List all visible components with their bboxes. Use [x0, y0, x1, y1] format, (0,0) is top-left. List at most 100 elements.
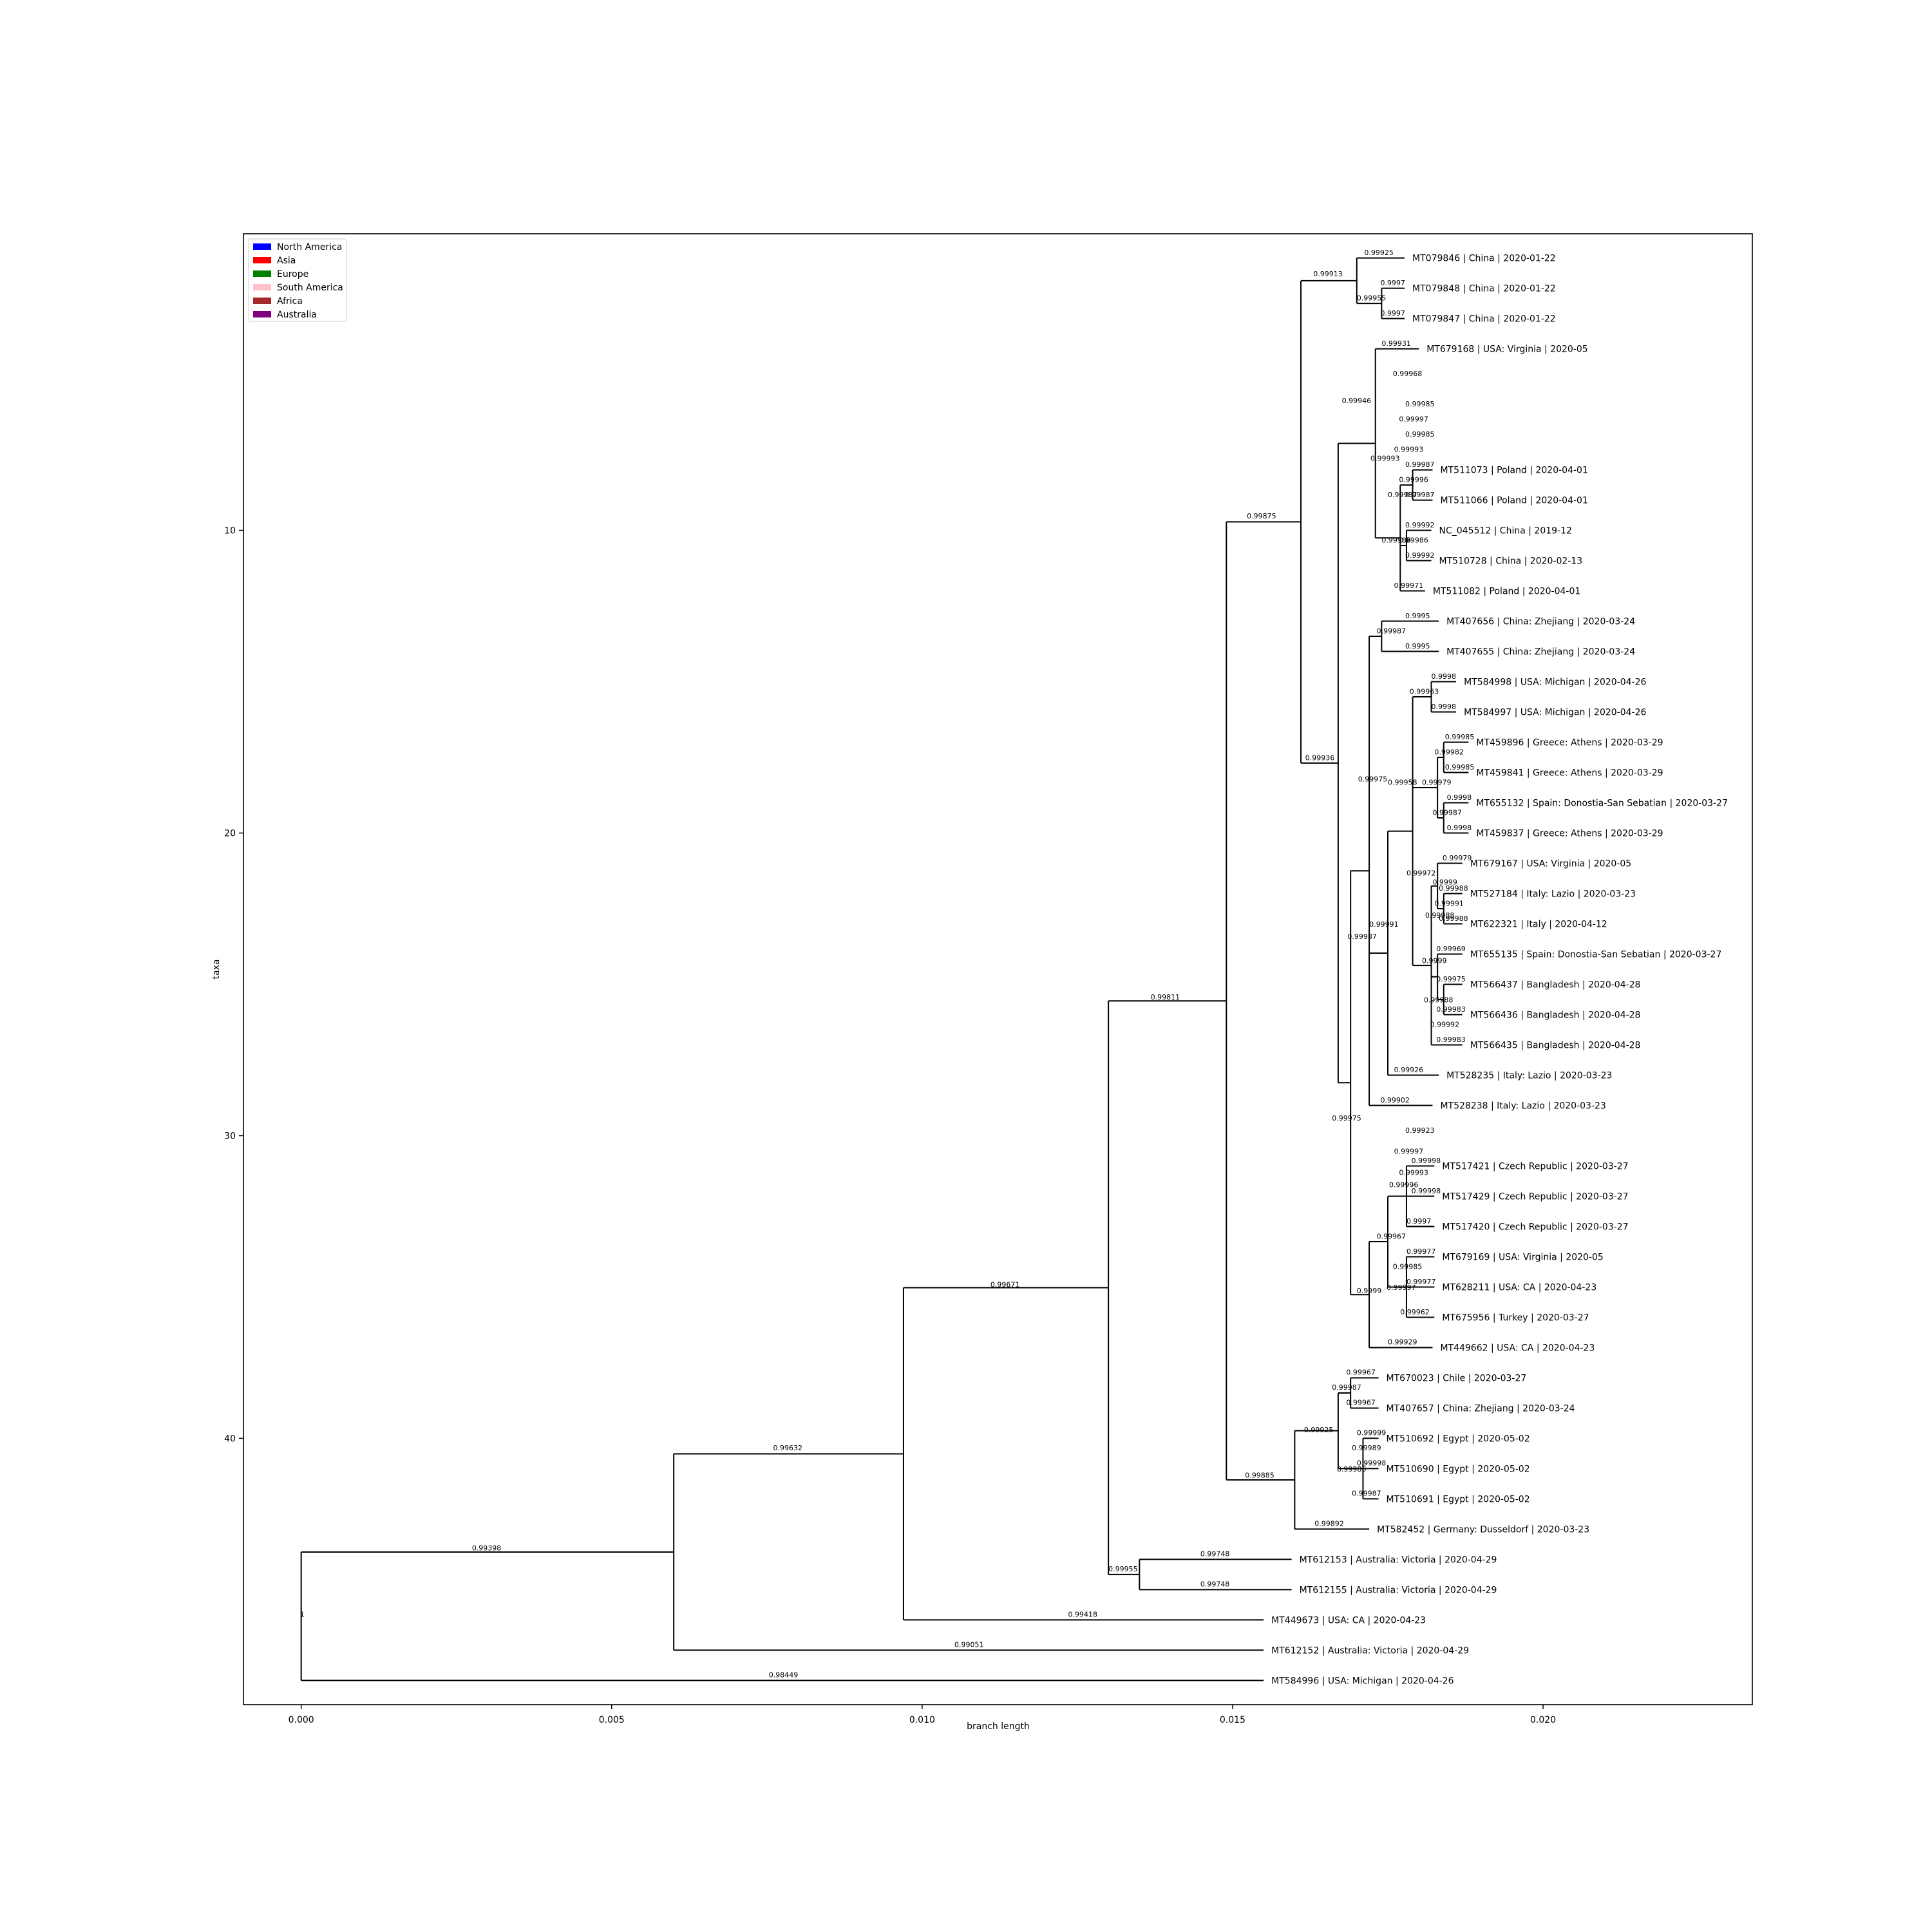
support-value: 0.99991 — [1369, 920, 1399, 929]
support-value: 0.9998 — [1432, 672, 1457, 681]
leaf-label: MT459837 | Greece: Athens | 2020-03-29 — [1476, 829, 1663, 839]
support-value: 0.99979 — [1422, 778, 1452, 786]
support-value: 0.99979 — [1443, 854, 1472, 862]
support-value: 0.9998 — [1447, 793, 1472, 802]
support-value: 0.9995 — [1405, 612, 1430, 620]
x-axis: 0.000 0.005 0.010 0.015 0.020 — [289, 1705, 1556, 1725]
support-value: 0.99977 — [1406, 1247, 1436, 1256]
support-value: 0.99811 — [1151, 993, 1180, 1001]
support-value: 0.99998 — [1412, 1187, 1441, 1195]
support-value: 0.99992 — [1430, 1020, 1460, 1028]
leaf-label: MT679168 | USA: Virginia | 2020-05 — [1426, 345, 1587, 355]
y-axis-label: taxa — [211, 960, 222, 980]
leaf-label: MT528235 | Italy: Lazio | 2020-03-23 — [1446, 1070, 1612, 1081]
leaf-label: MT449673 | USA: CA | 2020-04-23 — [1271, 1615, 1426, 1625]
legend-label: Africa — [277, 296, 303, 307]
support-value: 0.99926 — [1394, 1066, 1424, 1074]
x-tick-label: 0.005 — [599, 1715, 625, 1725]
support-value: 0.99885 — [1245, 1472, 1274, 1480]
leaf-label: MT528238 | Italy: Lazio | 2020-03-23 — [1440, 1101, 1605, 1111]
support-value: 0.99992 — [1405, 551, 1435, 560]
leaf-label: MT510690 | Egypt | 2020-05-02 — [1387, 1464, 1530, 1474]
support-value: 0.99993 — [1394, 445, 1424, 453]
legend-label: South America — [277, 283, 343, 293]
support-value: 0.99975 — [1358, 775, 1388, 784]
support-value: 0.99985 — [1445, 763, 1475, 772]
support-value: 0.9998 — [1447, 824, 1472, 832]
leaf-label: MT517421 | Czech Republic | 2020-03-27 — [1442, 1161, 1628, 1171]
support-value: 0.99985 — [1405, 400, 1435, 408]
support-value: 0.99968 — [1393, 370, 1423, 378]
support-value: 0.99987 — [1377, 627, 1406, 635]
support-value: 0.99988 — [1439, 914, 1468, 923]
support-value: 0.99962 — [1400, 1308, 1430, 1316]
leaf-label: NC_045512 | China | 2019-12 — [1439, 526, 1572, 536]
leaf-label: MT079847 | China | 2020-01-22 — [1412, 314, 1556, 325]
leaf-label: MT511066 | Poland | 2020-04-01 — [1440, 496, 1587, 506]
support-value: 0.99967 — [1346, 1399, 1376, 1407]
y-tick-label: 10 — [224, 526, 236, 536]
support-value: 0.99986 — [1399, 536, 1428, 544]
leaf-label: MT527184 | Italy: Lazio | 2020-03-23 — [1470, 889, 1636, 900]
support-value: 0.99987 — [1332, 1383, 1361, 1392]
support-value: 0.99986 — [1337, 1465, 1367, 1473]
support-value: 0.99992 — [1405, 521, 1435, 529]
x-tick-label: 0.010 — [909, 1715, 935, 1725]
support-value: 0.99967 — [1346, 1368, 1376, 1377]
support-value: 0.99998 — [1357, 1459, 1387, 1468]
support-value: 0.99985 — [1405, 430, 1435, 439]
legend-label: Australia — [277, 310, 317, 320]
support-value: 0.99923 — [1405, 1126, 1435, 1135]
leaf-label: MT407657 | China: Zhejiang | 2020-03-24 — [1387, 1403, 1575, 1414]
x-tick-label: 0.000 — [289, 1715, 314, 1725]
support-value: 0.99985 — [1393, 1262, 1423, 1271]
support-value: 0.99975 — [1436, 975, 1466, 983]
support-value: 0.99983 — [1436, 1036, 1466, 1044]
support-value: 0.99748 — [1200, 1550, 1230, 1558]
support-value: 0.99936 — [1305, 754, 1335, 762]
support-value: 0.99997 — [1387, 1283, 1416, 1292]
leaf-label: MT511073 | Poland | 2020-04-01 — [1440, 466, 1587, 476]
support-value: 0.99955 — [1357, 294, 1387, 302]
y-tick-label: 30 — [224, 1131, 236, 1141]
support-value: 0.99991 — [1434, 899, 1464, 907]
support-value: 0.99985 — [1445, 733, 1475, 741]
support-value: 0.9999 — [1432, 878, 1457, 886]
support-value: 0.99632 — [773, 1444, 802, 1452]
support-value: 0.9997 — [1380, 309, 1405, 317]
support-value: 0.99999 — [1357, 1429, 1387, 1437]
support-value: 0.99931 — [1381, 339, 1411, 348]
support-value: 0.99987 — [1388, 491, 1417, 499]
support-value: 0.99998 — [1412, 1157, 1441, 1165]
support-value: 0.99987 — [1347, 933, 1377, 941]
support-value: 0.99983 — [1436, 1005, 1466, 1014]
support-value: 0.99987 — [1432, 808, 1462, 817]
leaf-label: MT612153 | Australia: Victoria | 2020-04… — [1300, 1555, 1497, 1565]
leaf-label: MT510692 | Egypt | 2020-05-02 — [1387, 1434, 1530, 1444]
leaf-label: MT584997 | USA: Michigan | 2020-04-26 — [1464, 708, 1646, 718]
support-value: 0.99398 — [472, 1544, 502, 1552]
support-value: 0.99971 — [1394, 582, 1424, 590]
leaf-label: MT517420 | Czech Republic | 2020-03-27 — [1442, 1222, 1628, 1232]
support-value: 0.99987 — [1352, 1490, 1381, 1498]
leaf-label: MT628211 | USA: CA | 2020-04-23 — [1442, 1282, 1596, 1293]
support-value: 0.99975 — [1332, 1114, 1361, 1122]
plot-frame — [243, 233, 1753, 1705]
leaf-label: MT612152 | Australia: Victoria | 2020-04… — [1271, 1645, 1469, 1656]
legend-swatch — [253, 284, 271, 290]
support-value: 0.99946 — [1342, 397, 1372, 405]
support-value: 0.99955 — [1108, 1565, 1138, 1573]
y-tick-label: 40 — [224, 1434, 236, 1444]
support-value: 0.99967 — [1377, 1232, 1406, 1240]
leaf-label: MT407656 | China: Zhejiang | 2020-03-24 — [1446, 617, 1635, 627]
support-value: 0.99913 — [1313, 270, 1343, 278]
support-value: 0.99671 — [990, 1280, 1020, 1289]
leaf-label: MT459841 | Greece: Athens | 2020-03-29 — [1476, 768, 1663, 779]
support-value: 0.99925 — [1364, 249, 1394, 257]
support-value: 0.99997 — [1394, 1148, 1424, 1156]
support-value: 0.99929 — [1388, 1338, 1417, 1347]
support-value: 1 — [300, 1611, 305, 1619]
support-value: 0.99989 — [1352, 1444, 1381, 1452]
leaf-labels: MT079846 | China | 2020-01-22 MT079848 | … — [1271, 254, 1728, 1687]
y-axis: 10 20 30 40 — [224, 526, 243, 1444]
